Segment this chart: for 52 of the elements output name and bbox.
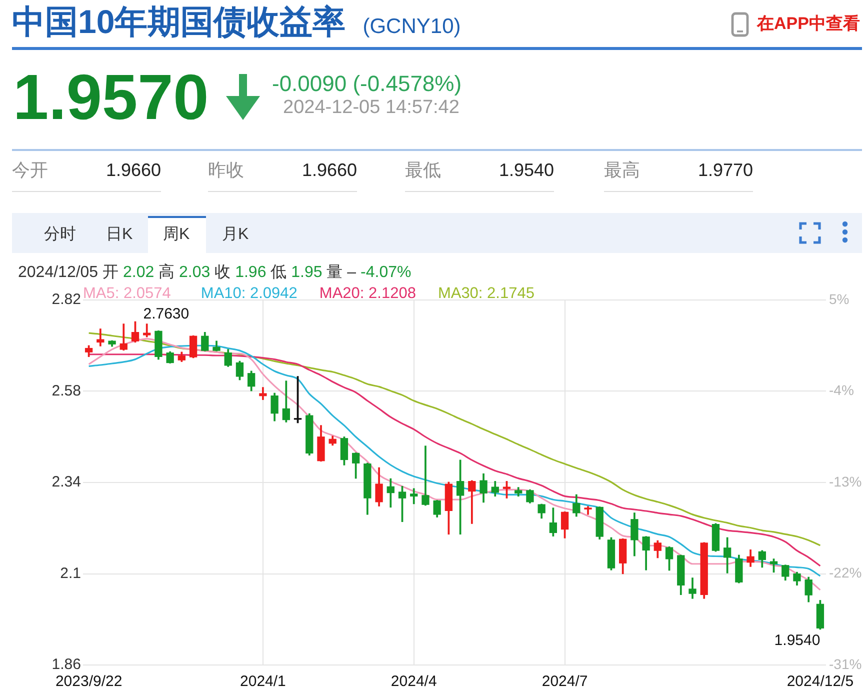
text: -0.0090 (-0.4578%): [272, 71, 462, 96]
x-tick-label: 2023/9/22: [55, 673, 122, 690]
text: 开: [102, 264, 119, 281]
text: MA20: 2.1208: [319, 285, 416, 302]
y-tick-label: 2.58: [52, 382, 81, 400]
text: 1.96: [235, 264, 266, 281]
text: 1.9770: [698, 159, 753, 181]
text: 低: [270, 264, 287, 281]
annotation: 2.7630: [143, 305, 190, 322]
text: 收: [214, 264, 231, 281]
y2-tick-label: -22%: [829, 564, 862, 581]
candlestick: [422, 446, 430, 506]
text: 量: [326, 264, 343, 281]
text: MA5: 2.0574: [83, 285, 171, 302]
text: 日K: [106, 225, 133, 245]
text: 1.9570: [13, 61, 209, 133]
text: 2024-12-05 14:57:42: [283, 97, 460, 119]
annotation: 1.9540: [774, 632, 820, 649]
text: 最低: [405, 159, 441, 181]
x-tick-label: 2024/12/5: [786, 673, 854, 690]
y2-tick-label: -13%: [829, 473, 862, 490]
y-tick-label: 1.86: [52, 656, 81, 674]
text: 2.02: [122, 264, 154, 281]
text: 1.9660: [302, 159, 357, 181]
text: 在APP中查看: [757, 13, 860, 35]
text: 1.95: [291, 264, 322, 281]
x-tick-label: 2024/1: [240, 673, 286, 690]
text: 月K: [222, 225, 249, 245]
text: 昨收: [208, 159, 244, 181]
text: -4.07%: [360, 264, 412, 281]
chart-subtitle: (GCNY10): [362, 15, 461, 38]
y-tick-label: 2.1: [60, 564, 81, 582]
text: 2.03: [179, 264, 210, 281]
text: 1.9660: [106, 159, 161, 181]
x-tick-label: 2024/4: [390, 673, 437, 690]
y-tick-label: 2.34: [52, 474, 81, 491]
y2-tick-label: -31%: [829, 656, 862, 672]
y-tick-label: 2.82: [52, 291, 81, 308]
x-tick-label: 2024/7: [542, 673, 588, 690]
text: 2024/12/05: [18, 264, 98, 281]
text: 最高: [604, 159, 640, 181]
y2-tick-label: -4%: [829, 382, 854, 398]
text: –: [347, 264, 356, 281]
chart-title: 中国10年期国债收益率: [12, 3, 346, 40]
text: 1.9540: [498, 159, 554, 181]
text: MA30: 2.1745: [438, 285, 534, 302]
text: 周K: [163, 225, 190, 245]
text: 今开: [12, 159, 48, 181]
text: 分时: [44, 225, 76, 245]
text: 高: [158, 264, 175, 281]
text: MA10: 2.0942: [200, 285, 298, 302]
y2-tick-label: 5%: [829, 290, 850, 307]
